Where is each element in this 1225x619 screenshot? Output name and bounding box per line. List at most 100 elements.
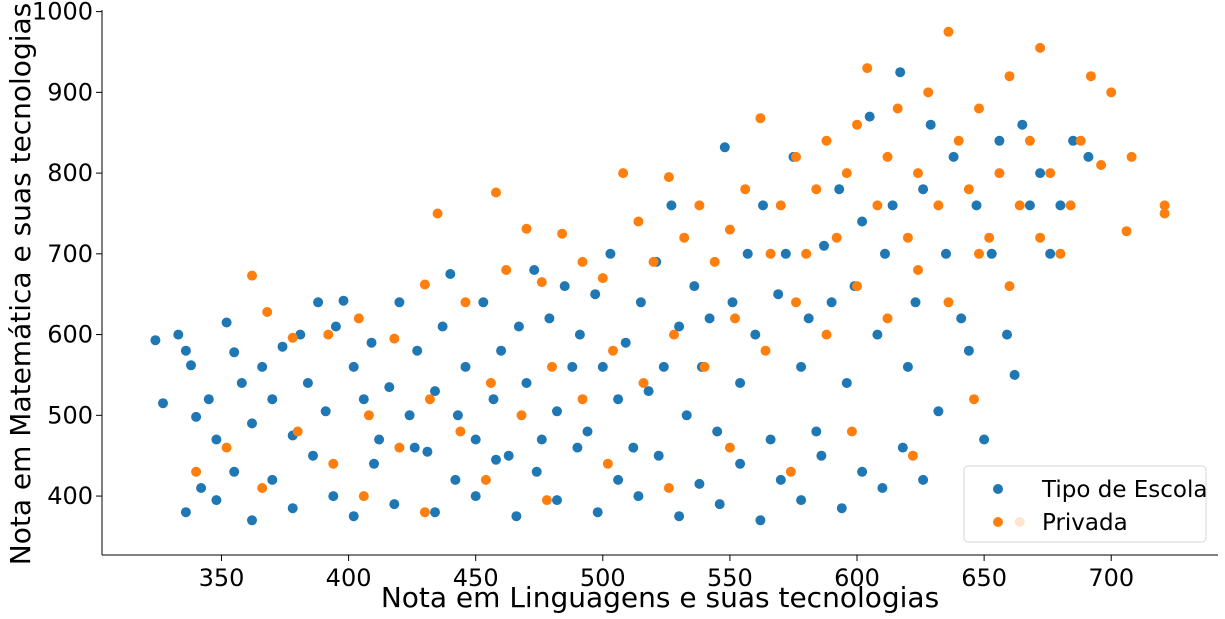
data-point — [394, 297, 405, 308]
data-point — [511, 511, 522, 522]
data-point — [948, 151, 959, 162]
data-point — [618, 168, 629, 179]
data-point — [605, 248, 616, 259]
data-point — [1126, 151, 1137, 162]
points-layer — [150, 26, 1170, 527]
data-point — [602, 458, 613, 469]
data-point — [872, 200, 883, 211]
data-point — [338, 295, 349, 306]
data-point — [574, 329, 585, 340]
data-point — [480, 474, 491, 485]
data-point — [963, 184, 974, 195]
data-point — [694, 200, 705, 211]
data-point — [841, 378, 852, 388]
data-point — [775, 474, 786, 485]
data-point — [267, 474, 278, 485]
data-point — [1159, 200, 1170, 211]
data-point — [681, 410, 692, 421]
data-point — [203, 394, 214, 405]
data-point — [328, 491, 339, 502]
data-point — [460, 297, 471, 308]
data-point — [712, 426, 723, 437]
data-point — [913, 265, 923, 275]
data-point — [536, 277, 547, 288]
data-point — [582, 426, 593, 437]
data-point — [846, 426, 857, 437]
data-point — [857, 466, 868, 477]
data-point — [724, 442, 735, 453]
data-point — [760, 345, 771, 356]
data-point — [1045, 248, 1056, 259]
data-point — [1055, 248, 1066, 259]
y-tick-label: 700 — [47, 240, 93, 268]
data-point — [1014, 200, 1025, 211]
data-point — [287, 332, 298, 343]
data-point — [445, 269, 456, 279]
data-point — [150, 335, 161, 346]
data-point — [918, 474, 929, 485]
data-point — [638, 378, 649, 388]
data-point — [173, 329, 184, 340]
data-point — [277, 341, 288, 352]
legend-label-privada: Privada — [1042, 510, 1128, 536]
data-point — [735, 458, 746, 469]
data-point — [674, 321, 685, 332]
data-point — [986, 248, 997, 259]
x-tick-label: 550 — [707, 564, 753, 592]
data-point — [516, 410, 527, 421]
series-privada — [191, 26, 1170, 527]
data-point — [963, 345, 974, 356]
data-point — [292, 426, 303, 437]
data-point — [669, 329, 679, 340]
data-point — [821, 135, 832, 146]
data-point — [491, 187, 501, 198]
data-point — [323, 329, 334, 340]
data-point — [994, 135, 1005, 146]
data-point — [877, 483, 888, 493]
data-point — [755, 515, 766, 526]
data-point — [1017, 119, 1028, 130]
data-point — [887, 200, 898, 211]
data-point — [1065, 200, 1076, 211]
data-point — [719, 142, 730, 153]
data-point — [897, 442, 908, 453]
data-point — [394, 442, 405, 453]
data-point — [450, 474, 461, 485]
data-point — [531, 466, 542, 477]
data-point — [267, 394, 278, 405]
data-point — [389, 333, 400, 344]
x-tick-label: 500 — [580, 564, 626, 592]
data-point — [974, 103, 984, 114]
data-point — [541, 495, 552, 506]
data-point — [287, 503, 298, 514]
data-point — [313, 297, 324, 308]
data-point — [724, 224, 735, 235]
data-point — [295, 329, 306, 340]
data-point — [488, 394, 499, 405]
legend-box — [963, 465, 1207, 543]
data-point — [470, 491, 481, 502]
data-point — [943, 297, 954, 308]
data-point — [191, 411, 202, 422]
data-point — [801, 248, 812, 259]
data-point — [409, 442, 420, 453]
data-point — [709, 256, 720, 267]
data-point — [811, 426, 822, 437]
data-point — [864, 111, 875, 122]
data-point — [872, 329, 883, 340]
data-point — [552, 495, 562, 506]
data-point — [841, 168, 852, 179]
data-point — [633, 216, 644, 227]
data-point — [663, 483, 674, 493]
data-point — [557, 228, 568, 239]
data-point — [229, 347, 240, 358]
data-point — [758, 200, 768, 211]
legend-marker-privada — [993, 517, 1003, 527]
data-point — [470, 434, 481, 445]
data-point — [755, 113, 766, 124]
legend-marker-tipo-de-escola — [993, 484, 1003, 494]
data-point — [247, 270, 257, 281]
data-point — [1055, 200, 1066, 211]
x-tick-label: 650 — [961, 564, 1007, 592]
data-point — [727, 297, 738, 308]
